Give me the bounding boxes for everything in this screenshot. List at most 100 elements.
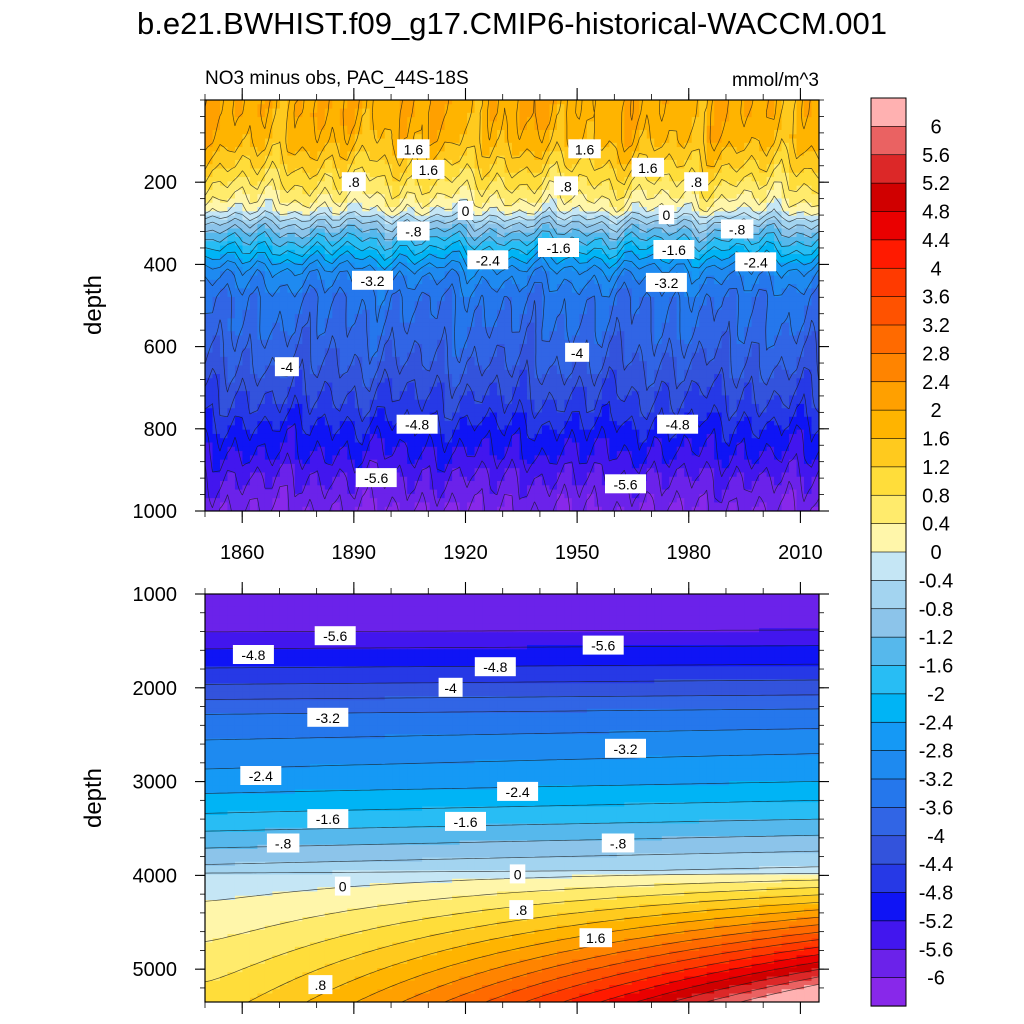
contour-fill-cell [287,215,296,221]
contour-fill-cell [249,121,259,127]
contour-fill-cell [624,254,633,260]
contour-fill-cell [504,284,513,289]
contour-fill-cell [362,134,371,140]
contour-fill-cell [332,258,341,264]
contour-fill-cell [302,129,311,135]
contour-fill-cell [444,309,453,315]
contour-fill-cell [205,314,214,319]
contour-fill-cell [669,348,678,354]
contour-fill-cell [302,224,311,230]
contour-fill-cell [729,348,738,354]
contour-fill-cell [264,254,273,260]
contour-fill-cell [309,207,318,212]
contour-fill-cell [751,100,760,105]
contour-fill-cell [721,331,730,337]
contour-fill-cell [302,194,311,200]
contour-fill-cell [541,202,551,208]
contour-fill-cell [294,142,303,148]
contour-fill-cell [639,117,648,123]
contour-fill-cell [317,159,326,165]
contour-fill-cell [699,142,708,148]
contour-fill-cell [339,241,348,247]
contour-fill-cell [249,134,259,140]
contour-fill-cell [639,142,648,148]
contour-fill-cell [444,301,453,307]
contour-fill-cell [332,207,341,212]
contour-fill-cell [392,151,401,157]
contour-fill-cell [774,348,783,354]
contour-fill-cell [579,181,588,187]
contour-fill-cell [811,266,819,272]
contour-fill-cell [796,245,805,251]
contour-fill-cell [504,177,513,182]
contour-fill-cell [526,344,536,349]
contour-fill-cell [205,292,214,298]
contour-fill-cell [212,326,221,332]
contour-fill-cell [212,215,221,221]
contour-fill-cell [264,125,273,131]
contour-fill-cell [616,189,625,195]
contour-fill-cell [429,266,438,272]
contour-fill-cell [437,202,446,208]
contour-fill-cell [324,202,333,208]
contour-fill-cell [429,219,438,225]
contour-fill-cell [751,207,760,212]
contour-fill-cell [736,147,745,152]
contour-fill-cell [789,207,798,212]
contour-fill-cell [474,318,483,324]
contour-fill-cell [407,198,416,204]
contour-fill-cell [811,237,819,242]
contour-fill-cell [294,284,303,289]
contour-fill-cell [467,305,476,311]
contour-fill-cell [691,266,700,272]
contour-fill-cell [616,215,625,221]
contour-fill-cell [317,348,326,354]
contour-fill-cell [294,275,303,281]
contour-fill-cell [751,224,760,230]
contour-fill-cell [729,275,738,281]
contour-fill-cell [774,224,783,230]
contour-fill-cell [497,279,506,285]
contour-fill-cell [586,121,595,127]
contour-fill-cell [384,138,393,144]
contour-fill-cell [444,314,453,319]
contour-fill-cell [429,339,438,345]
contour-fill-cell [362,142,371,148]
contour-fill-cell [699,198,708,204]
contour-fill-cell [526,142,536,148]
contour-fill-cell [774,279,783,285]
contour-fill-cell [354,147,363,152]
contour-fill-cell [579,117,588,123]
contour-fill-cell [242,266,251,272]
contour-fill-cell [744,326,753,332]
contour-fill-cell [706,237,715,242]
contour-fill-cell [706,318,715,324]
contour-fill-cell [429,181,438,187]
contour-fill-cell [639,147,648,152]
contour-fill-cell [467,117,476,123]
contour-fill-cell [564,232,573,238]
contour-fill-cell [497,271,506,277]
contour-fill-cell [249,219,259,225]
contour-fill-cell [736,245,745,251]
contour-fill-cell [272,314,281,319]
contour-fill-cell [781,177,790,182]
contour-fill-cell [467,125,476,131]
contour-fill-cell [437,237,446,242]
contour-fill-cell [257,228,266,234]
contour-fill-cell [459,271,468,277]
contour-fill-cell [437,142,446,148]
contour-fill-cell [227,155,236,161]
contour-fill-cell [601,237,610,242]
contour-fill-cell [586,348,595,354]
contour-fill-cell [369,215,378,221]
contour-fill-cell [287,185,296,191]
contour-fill-cell [759,275,768,281]
contour-fill-cell [242,198,251,204]
contour-fill-cell [586,211,595,217]
contour-fill-cell [392,198,401,204]
contour-fill-cell [444,172,453,178]
contour-fill-cell [631,271,640,277]
contour-fill-cell [414,309,423,315]
contour-fill-cell [227,177,236,182]
